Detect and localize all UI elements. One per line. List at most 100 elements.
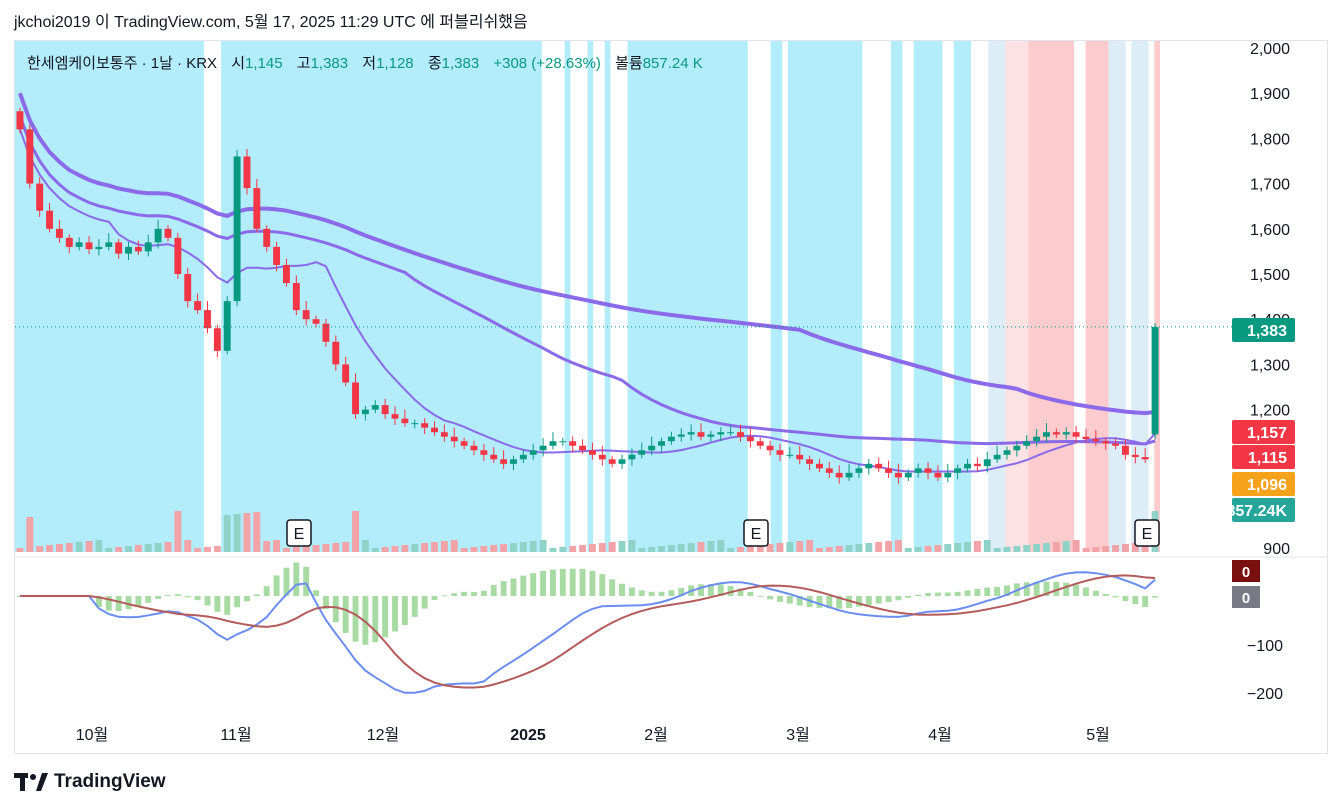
earnings-marker-box [286, 519, 312, 547]
macd-histogram-bar [1112, 596, 1119, 598]
candle-body-49 [500, 459, 508, 464]
volume-bar-4 [55, 544, 63, 552]
macd-histogram-bar [1004, 585, 1010, 596]
x-tick-label: 2025 [510, 727, 546, 744]
macd-histogram-bar [1132, 596, 1139, 605]
candle-body-27 [282, 264, 290, 284]
volume-bar-95 [954, 543, 962, 552]
price-tag-label: 857.24K [1227, 503, 1288, 520]
macd-histogram-bar [865, 596, 872, 606]
y-tick-label: 1,800 [1250, 131, 1290, 148]
tradingview-footer[interactable]: TradingView [14, 768, 166, 796]
macd-histogram-bar [767, 596, 774, 600]
earnings-marker-label: E [1142, 526, 1153, 543]
price-tag-bg [1232, 445, 1295, 469]
candle-body-107 [1072, 432, 1080, 437]
macd-histogram-bar [717, 584, 724, 596]
volume-bar-56 [569, 546, 577, 552]
macd-histogram-bar [411, 596, 418, 617]
macd-tag-label: 0 [1242, 590, 1250, 607]
earnings-marker-box [743, 519, 769, 547]
volume-bar-104 [1043, 543, 1050, 552]
candle-body-37 [381, 405, 389, 415]
price-tag-bg [1232, 318, 1295, 342]
chart-frame[interactable] [14, 40, 1328, 754]
volume-bar-1 [26, 517, 34, 552]
bg-band-0 [15, 41, 204, 552]
bg-band-12 [1005, 41, 1029, 552]
candles [16, 107, 1159, 484]
price-tags: 1,383 1,157 1,115 1,096 857.24K 0 0 [1227, 318, 1295, 608]
candle-body-4 [55, 228, 63, 238]
candle-body-51 [519, 454, 527, 460]
candle-body-77 [776, 450, 784, 455]
candle-body-64 [648, 445, 656, 451]
macd-tick-label: −100 [1247, 638, 1283, 655]
volume-bar-48 [490, 545, 498, 552]
volume-bar-14 [154, 543, 162, 552]
candle-body-40 [411, 423, 419, 425]
candle-body-69 [697, 432, 705, 437]
bg-band-1 [221, 41, 542, 552]
y-tick-label: 1,900 [1250, 86, 1290, 103]
volume-bar-20 [213, 546, 221, 552]
volume-bar-72 [727, 548, 735, 552]
x-tick-label: 11월 [220, 726, 251, 744]
candle-body-56 [569, 441, 577, 446]
volume-bar-9 [105, 548, 113, 552]
y-tick-label: 1,700 [1250, 177, 1290, 194]
volume-bar-3 [46, 545, 54, 552]
background-bands [15, 41, 1160, 552]
candle-body-74 [746, 436, 754, 442]
volume-bar-100 [1003, 547, 1011, 552]
candle-body-8 [95, 246, 103, 250]
volume-bar-2 [36, 546, 44, 552]
volume-bar-85 [855, 544, 863, 552]
candle-body-111 [1112, 443, 1120, 446]
candle-body-87 [875, 463, 883, 469]
macd-tag-bg [1232, 586, 1260, 608]
macd-histogram-bar [757, 595, 764, 597]
candle-body-71 [717, 432, 725, 435]
earnings-marker-label: E [751, 526, 762, 543]
volume-bar-53 [539, 540, 547, 552]
candle-body-104 [1043, 432, 1050, 437]
volume-bar-24 [253, 512, 261, 552]
candle-body-5 [65, 237, 73, 247]
change-value: +308 (+28.63%) [493, 55, 601, 72]
macd-histogram-bar [1043, 581, 1050, 596]
price-tag: 1,383 [1232, 318, 1295, 342]
high-value: 1,383 [310, 55, 349, 72]
candle-body-28 [292, 283, 300, 311]
macd-histogram-bar [954, 591, 961, 596]
macd-histogram-bar [559, 568, 566, 596]
volume-bar-82 [825, 547, 833, 552]
macd-histogram-bar [944, 592, 951, 596]
volume-bar-84 [845, 545, 853, 552]
publish-header: jkchoi2019 이 TradingView.com, 5월 17, 202… [14, 8, 528, 34]
candle-body-32 [332, 341, 340, 365]
candle-body-50 [510, 459, 517, 464]
volume-bar-88 [885, 541, 893, 552]
volume-bar-63 [638, 548, 646, 552]
symbol-legend: 한세엠케이보통주 · 1날 · KRX 시1,145 고1,383 저1,128… [27, 52, 703, 73]
price-tag-label: 1,115 [1248, 450, 1287, 467]
macd-histogram-bar [253, 594, 260, 596]
candle-body-95 [954, 468, 962, 473]
volume-bar-83 [835, 546, 843, 552]
macd-histogram-bar [174, 594, 181, 596]
volume-bar-94 [944, 544, 952, 552]
volume-bar-27 [282, 548, 290, 552]
candle-body-67 [677, 434, 685, 437]
volume-bar-6 [75, 542, 83, 552]
x-tick-label: 4월 [928, 726, 952, 744]
candle-body-78 [786, 454, 794, 456]
macd-histogram-bar [500, 581, 507, 596]
volume-bar-90 [904, 548, 912, 552]
price-tag-label: 1,383 [1247, 323, 1287, 340]
y-tick-label: 1,200 [1250, 403, 1290, 420]
macd-histogram-bar [322, 596, 329, 610]
volume-bar-102 [1023, 545, 1031, 552]
